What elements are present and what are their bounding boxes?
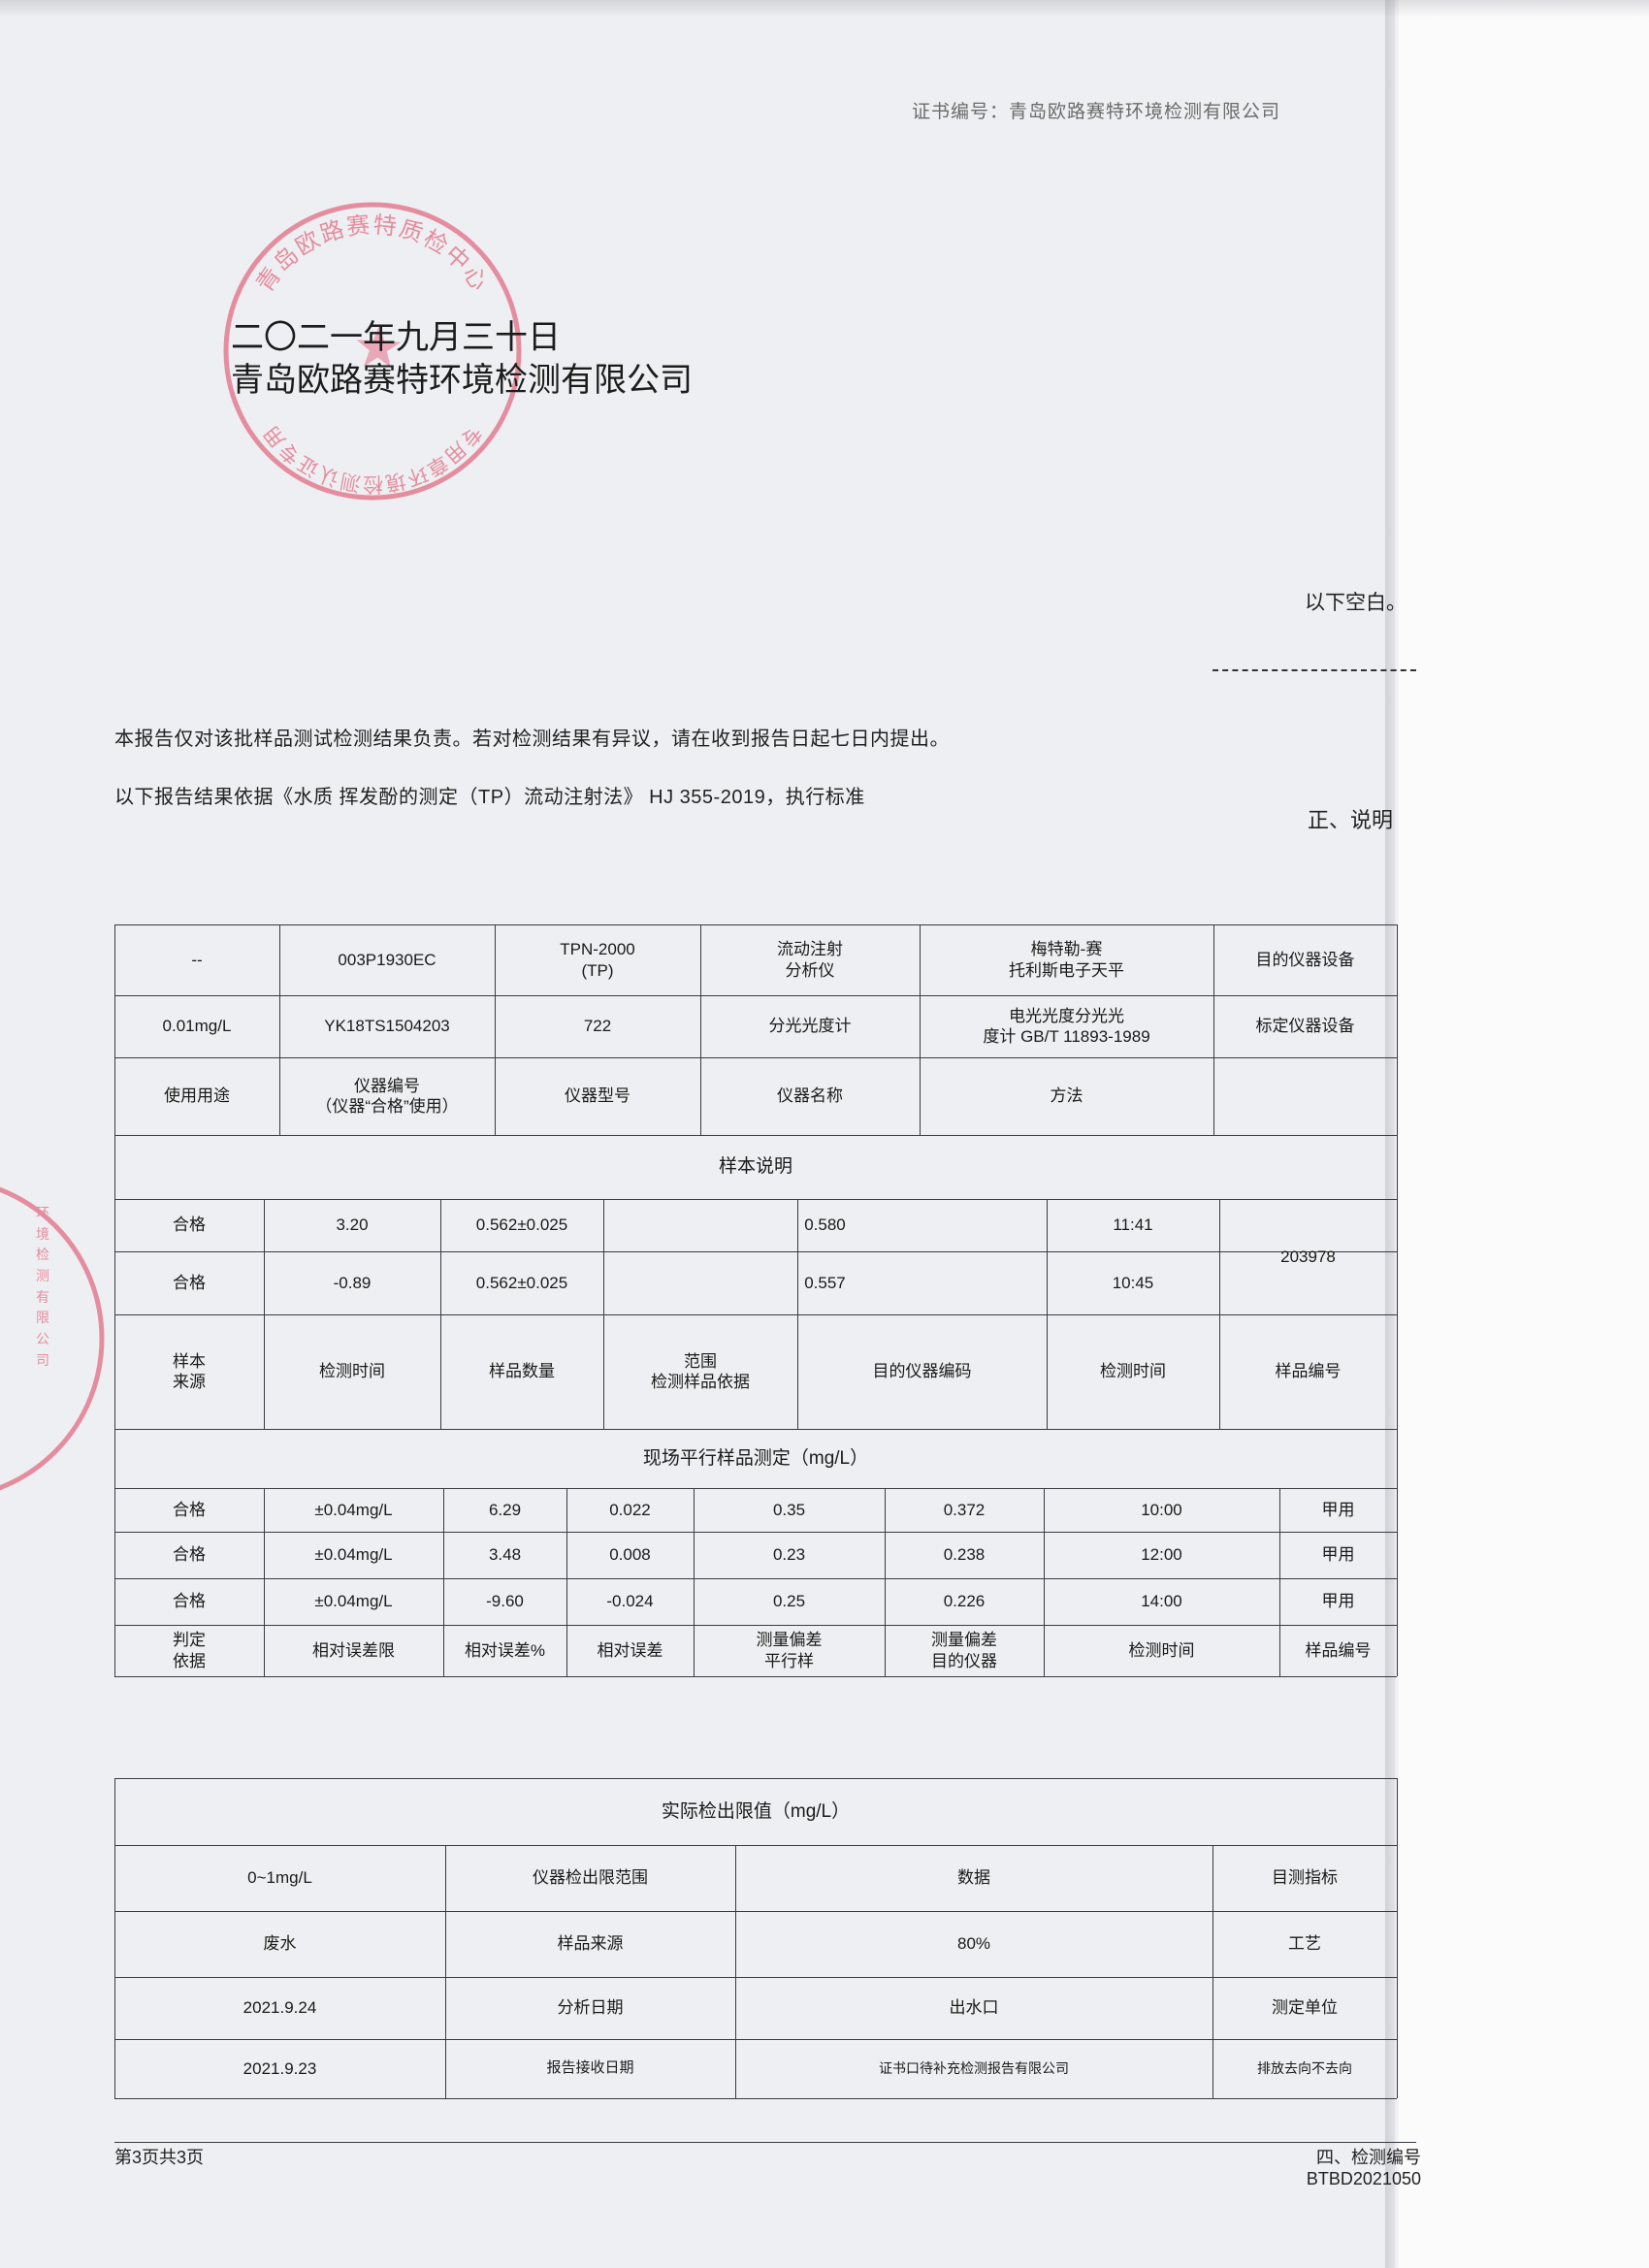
svg-text:青岛欧路赛特质检中心: 青岛欧路赛特质检中心 <box>251 211 493 297</box>
svg-text:专用章环境检测认证专用: 专用章环境检测认证专用 <box>259 421 485 495</box>
